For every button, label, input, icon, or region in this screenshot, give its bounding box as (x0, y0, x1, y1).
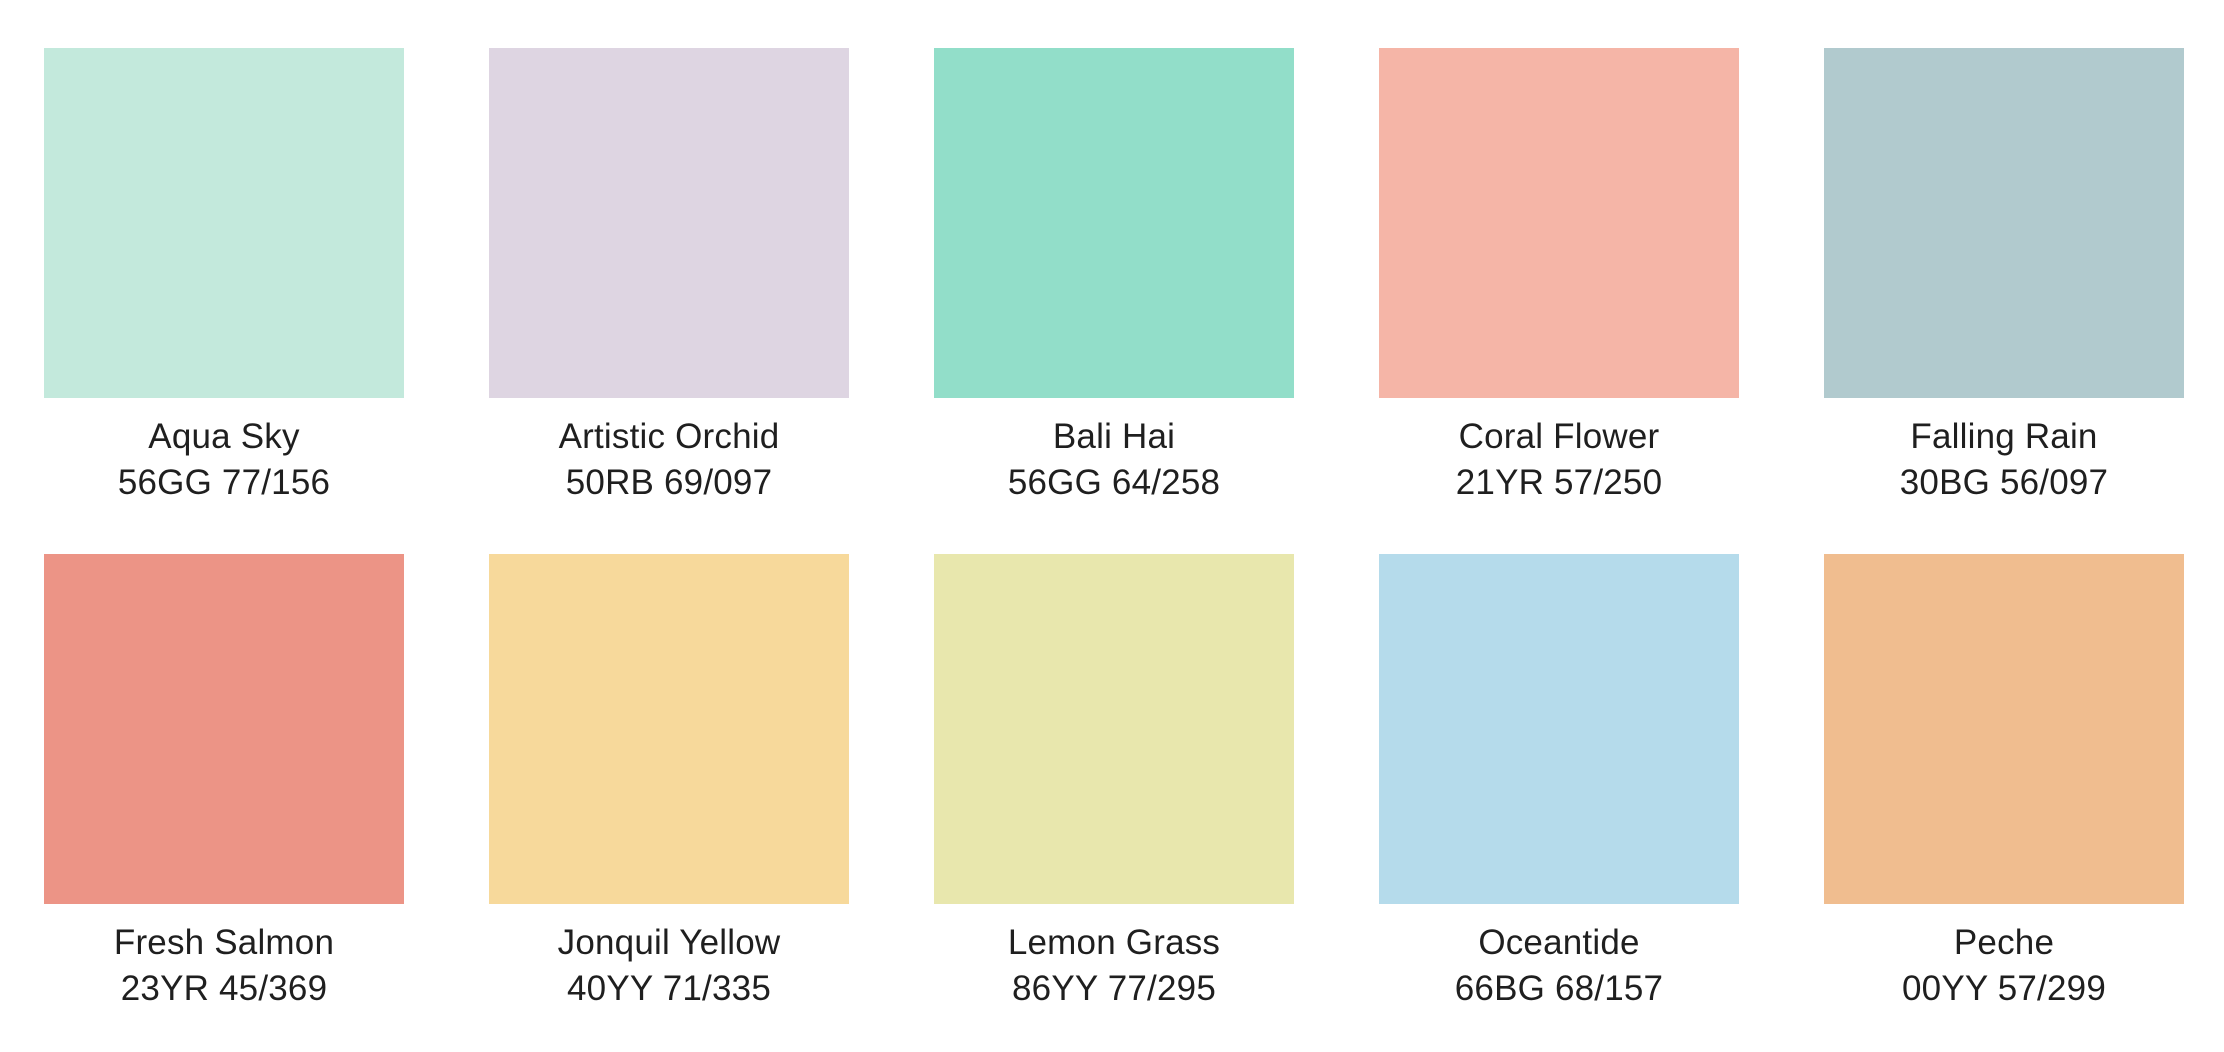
swatch-code: 50RB 69/097 (565, 463, 773, 502)
swatch-name: Artistic Orchid (558, 417, 780, 456)
swatch-caption: Fresh Salmon 23YR 45/369 (44, 920, 404, 1012)
color-swatch-card: Oceantide 66BG 68/157 (1379, 554, 1739, 1012)
color-swatch-tile (1824, 48, 2184, 398)
color-swatch-card: Peche 00YY 57/299 (1824, 554, 2184, 1012)
swatch-name: Lemon Grass (1007, 923, 1221, 962)
swatch-caption: Artistic Orchid 50RB 69/097 (489, 414, 849, 506)
swatch-code: 56GG 77/156 (117, 463, 331, 502)
swatch-name: Coral Flower (1458, 417, 1660, 456)
swatch-name: Bali Hai (1052, 417, 1176, 456)
swatch-caption: Aqua Sky 56GG 77/156 (44, 414, 404, 506)
color-swatch-tile (1379, 554, 1739, 904)
color-swatch-tile (489, 48, 849, 398)
color-swatch-tile (1379, 48, 1739, 398)
swatch-name: Fresh Salmon (113, 923, 335, 962)
color-swatch-tile (44, 48, 404, 398)
swatch-name: Peche (1953, 923, 2055, 962)
swatch-caption: Oceantide 66BG 68/157 (1379, 920, 1739, 1012)
swatch-name: Jonquil Yellow (557, 923, 781, 962)
color-swatch-tile (934, 48, 1294, 398)
swatch-caption: Bali Hai 56GG 64/258 (934, 414, 1294, 506)
color-swatch-tile (489, 554, 849, 904)
swatch-caption: Coral Flower 21YR 57/250 (1379, 414, 1739, 506)
swatch-code: 23YR 45/369 (120, 969, 328, 1008)
swatch-code: 40YY 71/335 (567, 969, 771, 1008)
color-palette-grid: Aqua Sky 56GG 77/156 Artistic Orchid 50R… (44, 48, 2184, 1012)
color-swatch-card: Coral Flower 21YR 57/250 (1379, 48, 1739, 506)
color-swatch-tile (934, 554, 1294, 904)
color-swatch-card: Aqua Sky 56GG 77/156 (44, 48, 404, 506)
swatch-code: 00YY 57/299 (1902, 969, 2106, 1008)
swatch-code: 86YY 77/295 (1012, 969, 1216, 1008)
color-swatch-card: Fresh Salmon 23YR 45/369 (44, 554, 404, 1012)
color-swatch-card: Falling Rain 30BG 56/097 (1824, 48, 2184, 506)
color-swatch-card: Bali Hai 56GG 64/258 (934, 48, 1294, 506)
color-swatch-tile (44, 554, 404, 904)
color-swatch-card: Lemon Grass 86YY 77/295 (934, 554, 1294, 1012)
color-swatch-card: Artistic Orchid 50RB 69/097 (489, 48, 849, 506)
swatch-caption: Peche 00YY 57/299 (1824, 920, 2184, 1012)
swatch-name: Oceantide (1478, 923, 1640, 962)
color-swatch-tile (1824, 554, 2184, 904)
swatch-caption: Jonquil Yellow 40YY 71/335 (489, 920, 849, 1012)
color-swatch-card: Jonquil Yellow 40YY 71/335 (489, 554, 849, 1012)
swatch-caption: Falling Rain 30BG 56/097 (1824, 414, 2184, 506)
swatch-name: Aqua Sky (148, 417, 300, 456)
swatch-name: Falling Rain (1910, 417, 2098, 456)
swatch-code: 21YR 57/250 (1455, 463, 1663, 502)
swatch-caption: Lemon Grass 86YY 77/295 (934, 920, 1294, 1012)
swatch-code: 30BG 56/097 (1899, 463, 2109, 502)
swatch-code: 66BG 68/157 (1454, 969, 1664, 1008)
swatch-code: 56GG 64/258 (1007, 463, 1221, 502)
